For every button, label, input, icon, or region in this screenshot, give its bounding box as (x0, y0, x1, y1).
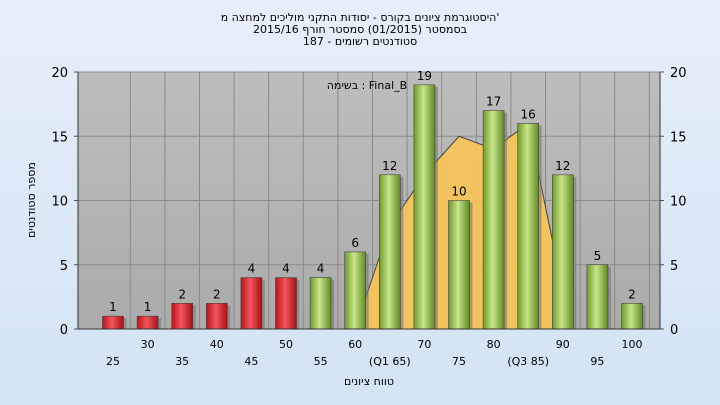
bar-value-label: 4 (282, 262, 290, 276)
x-tick-label: 80 (487, 338, 501, 351)
bar-65 (378, 174, 401, 330)
x-tick-label: 60 (348, 338, 362, 351)
bar-85 (517, 123, 540, 330)
bar-25 (102, 315, 124, 330)
x-tick-label: (Q1 65) (369, 355, 411, 368)
bar-75 (448, 200, 470, 330)
bar-30 (136, 315, 159, 330)
bar-value-label: 17 (486, 95, 501, 109)
x-tick-label: 30 (141, 338, 155, 351)
bar-value-label: 5 (594, 249, 602, 263)
bar-value-label: 12 (382, 159, 397, 173)
chart-title-line-2: בסמסטר (01/2015) סמסטר חורף 2015/16 (253, 23, 467, 36)
y-tick-label-left: 0 (60, 323, 68, 338)
bar-value-label: 19 (417, 69, 432, 83)
x-tick-label: (Q3 85) (507, 355, 549, 368)
x-tick-label: 100 (622, 338, 643, 351)
y-tick-label-left: 5 (60, 259, 68, 274)
y-axis-label: מספר סטודנטים (25, 162, 38, 238)
chart-title-line-1: היסטוגרמת ציונים בקורס - יסודות התקני מו… (220, 11, 500, 24)
y-tick-label-right: 15 (670, 130, 687, 145)
x-tick-label: 40 (210, 338, 224, 351)
x-tick-label: 55 (314, 355, 328, 368)
x-tick-label: 70 (417, 338, 431, 351)
bar-100 (621, 302, 643, 330)
bar-value-label: 2 (178, 287, 186, 301)
chart-title-line-3: סטודנטים רשומים - 187 (302, 35, 418, 48)
x-tick-label: 45 (244, 355, 258, 368)
bar-50 (275, 277, 297, 330)
bar-55 (309, 277, 332, 330)
y-tick-label-right: 10 (670, 195, 687, 210)
x-tick-label: 25 (106, 355, 120, 368)
bar-60 (344, 251, 367, 330)
y-tick-label-left: 20 (51, 66, 68, 81)
bar-value-label: 1 (144, 300, 152, 314)
bar-95 (586, 264, 609, 330)
bar-value-label: 10 (451, 185, 466, 199)
y-tick-label-left: 15 (51, 130, 68, 145)
bar-70 (413, 84, 436, 330)
bar-80 (482, 110, 505, 330)
bar-value-label: 2 (213, 287, 221, 301)
bar-45 (240, 277, 263, 330)
bar-value-label: 1 (109, 300, 117, 314)
bar-value-label: 2 (628, 287, 636, 301)
x-tick-label: 90 (556, 338, 570, 351)
y-tick-label-right: 5 (670, 259, 678, 274)
bar-value-label: 16 (521, 107, 536, 121)
x-tick-label: 35 (175, 355, 189, 368)
bar-value-label: 4 (317, 262, 325, 276)
annotation-label: בשימה : Final_B (327, 79, 407, 92)
bar-90 (551, 174, 574, 330)
y-tick-label-right: 20 (670, 66, 687, 81)
bar-value-label: 6 (351, 236, 359, 250)
bar-35 (171, 302, 193, 330)
y-tick-label-right: 0 (670, 323, 678, 338)
x-tick-label: 75 (452, 355, 466, 368)
x-tick-label: 50 (279, 338, 293, 351)
bar-40 (206, 302, 228, 330)
y-tick-label-left: 10 (51, 195, 68, 210)
bar-value-label: 4 (248, 262, 256, 276)
x-tick-label: 95 (590, 355, 604, 368)
bar-value-label: 12 (555, 159, 570, 173)
x-axis-label: טווח ציונים (344, 375, 394, 388)
